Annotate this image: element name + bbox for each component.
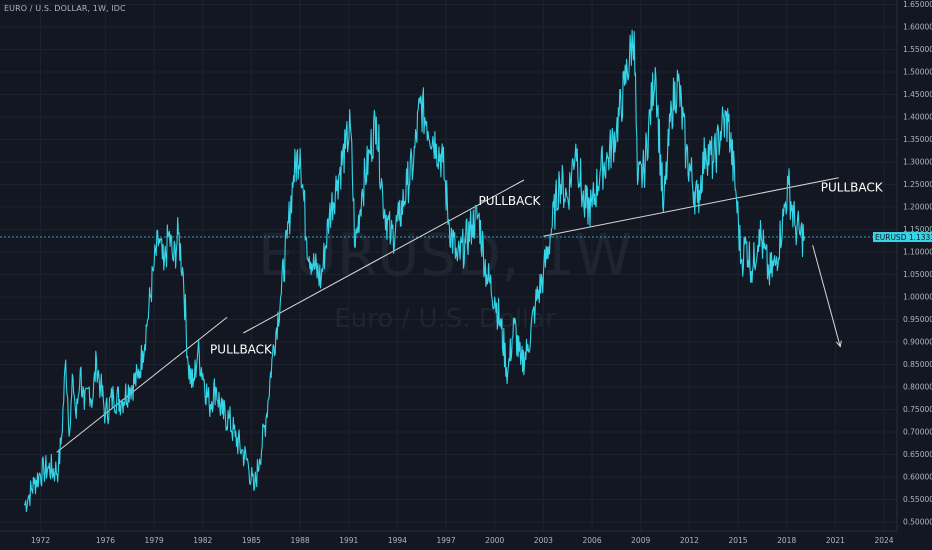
y-tick-label: 1.30000: [903, 158, 932, 167]
x-axis-ticks[interactable]: 1972 1976 1979 1982 1985 1988 1991 1994 1997 2000…: [31, 536, 894, 545]
x-tick-label: 1982: [193, 536, 212, 545]
chart-header: EURO / U.S. DOLLAR, 1W, IDC: [4, 4, 126, 13]
trendline[interactable]: [243, 179, 525, 334]
y-tick-label: 1.45000: [903, 90, 932, 99]
y-axis-ticks[interactable]: 0.50000 0.55000 0.60000 0.65000 0.70000 0.750…: [903, 0, 932, 527]
x-tick-label: 1991: [339, 536, 358, 545]
annotations[interactable]: PULLBACK PULLBACK PULLBACK: [210, 180, 884, 356]
y-tick-label: 1.35000: [903, 135, 932, 144]
y-tick-label: 0.70000: [903, 428, 932, 437]
price-tag-background: [873, 232, 932, 243]
y-tick-label: 1.15000: [903, 225, 932, 234]
y-tick-label: 0.95000: [903, 315, 932, 324]
x-tick-label: 2006: [583, 536, 602, 545]
price-series-line: [23, 29, 806, 513]
y-tick-label: 0.75000: [903, 405, 932, 414]
y-tick-label: 1.55000: [903, 45, 932, 54]
x-tick-label: 1979: [145, 536, 164, 545]
x-tick-label: 1988: [291, 536, 310, 545]
y-tick-label: 1.10000: [903, 248, 932, 257]
x-tick-label: 2012: [680, 536, 699, 545]
projection-arrow-head[interactable]: [835, 340, 842, 348]
x-tick-label: 1985: [242, 536, 261, 545]
x-tick-label: 2018: [777, 536, 796, 545]
price-series: [23, 29, 806, 513]
y-tick-label: 1.05000: [903, 270, 932, 279]
y-tick-label: 1.60000: [903, 23, 932, 32]
pullback-annotation[interactable]: PULLBACK: [821, 180, 884, 194]
watermark-description: Euro / U.S. Dollar: [334, 304, 556, 334]
price-tag-label: EURUSD 1.13330: [875, 233, 932, 242]
y-tick-label: 1.00000: [903, 293, 932, 302]
x-tick-label: 2021: [826, 536, 845, 545]
x-tick-label: 2003: [534, 536, 553, 545]
y-tick-label: 0.55000: [903, 495, 932, 504]
y-tick-label: 0.90000: [903, 338, 932, 347]
x-tick-label: 2009: [631, 536, 650, 545]
x-tick-label: 2024: [874, 536, 893, 545]
y-tick-label: 1.20000: [903, 203, 932, 212]
y-tick-label: 1.25000: [903, 180, 932, 189]
y-tick-label: 0.60000: [903, 473, 932, 482]
current-price-tag: EURUSD 1.13330: [873, 232, 932, 243]
pullback-annotation[interactable]: PULLBACK: [479, 194, 542, 208]
pullback-annotation[interactable]: PULLBACK: [210, 342, 273, 356]
x-tick-label: 2015: [728, 536, 747, 545]
y-tick-label: 1.65000: [903, 0, 932, 9]
y-tick-label: 0.85000: [903, 360, 932, 369]
projection-arrow[interactable]: [812, 245, 841, 347]
x-tick-label: 1972: [31, 536, 50, 545]
axes: [0, 0, 898, 532]
y-tick-label: 0.50000: [903, 518, 932, 527]
x-tick-label: 1994: [388, 536, 407, 545]
y-tick-label: 1.50000: [903, 68, 932, 77]
y-tick-label: 1.40000: [903, 113, 932, 122]
y-tick-label: 0.65000: [903, 450, 932, 459]
x-tick-label: 1997: [437, 536, 456, 545]
grid: [0, 0, 897, 531]
x-tick-label: 2000: [485, 536, 504, 545]
x-tick-label: 1976: [96, 536, 115, 545]
y-tick-label: 0.80000: [903, 383, 932, 392]
